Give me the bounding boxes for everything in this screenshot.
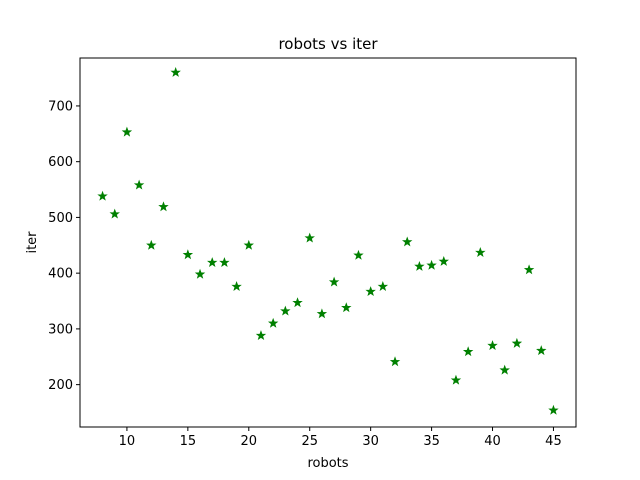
data-point <box>462 346 474 357</box>
data-point <box>182 249 194 260</box>
x-tick-label: 45 <box>545 434 562 449</box>
x-axis: 10 15 20 25 30 35 40 45 <box>119 427 562 449</box>
y-tick-label: 300 <box>48 322 73 337</box>
data-point <box>170 67 181 77</box>
data-point <box>523 264 535 275</box>
data-point <box>97 190 108 201</box>
x-tick-label: 25 <box>301 434 318 449</box>
data-point <box>158 201 169 212</box>
data-point <box>267 317 279 328</box>
data-point <box>475 247 486 257</box>
data-point <box>536 345 547 356</box>
x-tick-label: 15 <box>180 434 197 449</box>
data-point <box>414 260 425 271</box>
data-point <box>243 239 254 250</box>
y-tick-label: 600 <box>48 155 73 170</box>
data-point <box>146 239 157 250</box>
data-point <box>231 281 242 291</box>
data-point <box>353 249 364 260</box>
y-tick-label: 200 <box>48 378 73 393</box>
x-tick-label: 35 <box>423 434 440 449</box>
data-point <box>487 340 498 351</box>
data-point <box>389 356 401 367</box>
plot-area <box>97 67 559 415</box>
data-point <box>280 305 291 316</box>
data-point <box>499 364 510 375</box>
data-point <box>109 208 120 219</box>
data-point <box>426 259 437 270</box>
data-point <box>341 302 352 313</box>
y-axis: 200 300 400 500 600 700 <box>48 99 80 393</box>
x-tick-label: 30 <box>362 434 379 449</box>
data-point <box>133 179 145 190</box>
data-point <box>365 286 376 296</box>
data-point <box>402 236 413 247</box>
data-point <box>438 255 449 266</box>
y-axis-label: iter <box>25 231 40 254</box>
x-axis-label: robots <box>307 456 348 471</box>
data-point <box>328 276 340 287</box>
data-point <box>548 404 559 415</box>
data-point <box>377 281 389 291</box>
data-point <box>219 257 230 267</box>
data-point <box>511 337 523 348</box>
x-tick-label: 10 <box>119 434 136 449</box>
plot-frame <box>79 57 577 428</box>
data-point <box>255 330 267 341</box>
data-point <box>450 374 462 385</box>
x-tick-label: 40 <box>484 434 501 449</box>
data-point <box>207 257 218 267</box>
chart-title: robots vs iter <box>278 35 378 53</box>
data-point <box>121 126 133 137</box>
data-point <box>194 268 206 279</box>
data-point <box>292 297 303 308</box>
y-tick-label: 400 <box>48 267 73 282</box>
y-tick-label: 700 <box>48 99 73 114</box>
y-tick-label: 500 <box>48 211 73 226</box>
x-tick-label: 20 <box>241 434 258 449</box>
data-point <box>304 232 315 243</box>
data-point <box>316 308 328 319</box>
